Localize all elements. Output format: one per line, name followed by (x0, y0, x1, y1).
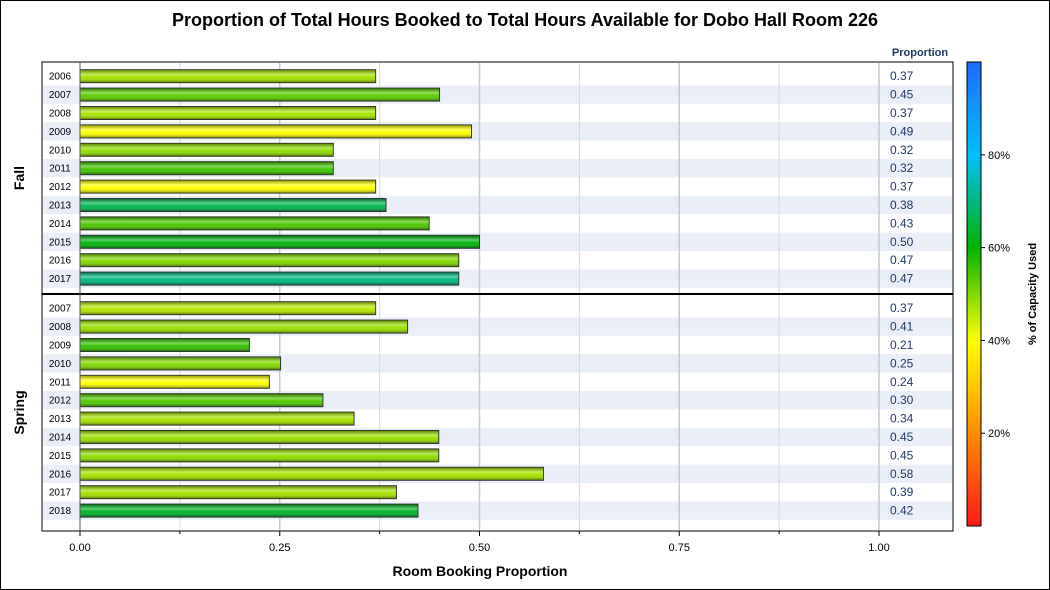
colorbar-tick-label: 80% (988, 150, 1010, 162)
value-label: 0.37 (890, 180, 914, 194)
bar-shading (80, 302, 376, 315)
value-label: 0.49 (890, 124, 914, 138)
bar-shading (80, 272, 459, 285)
bar-shading (80, 70, 376, 83)
plot-border (41, 61, 954, 532)
category-label: 2010 (49, 359, 72, 370)
bar-shading (80, 449, 439, 462)
bar-shading (80, 143, 333, 156)
bar-shading (80, 162, 333, 175)
value-label: 0.47 (890, 272, 914, 286)
value-column-header: Proportion (892, 47, 948, 59)
value-label: 0.34 (890, 412, 914, 426)
value-label: 0.47 (890, 253, 914, 267)
bar-shading (80, 486, 396, 499)
value-label: 0.37 (890, 301, 914, 315)
bar-shading (80, 199, 386, 211)
bar-shading (80, 107, 376, 119)
bar-shading (80, 394, 323, 407)
category-label: 2016 (49, 469, 72, 480)
bar-shading (80, 88, 440, 101)
category-label: 2018 (49, 506, 72, 517)
category-label: 2011 (49, 164, 71, 175)
value-label: 0.37 (890, 69, 914, 83)
value-label: 0.21 (890, 338, 914, 352)
value-label: 0.32 (890, 161, 914, 175)
category-label: 2015 (49, 237, 72, 248)
bar-shading (80, 339, 249, 351)
value-label: 0.58 (890, 467, 914, 481)
category-label: 2013 (49, 201, 72, 212)
chart-title: Proportion of Total Hours Booked to Tota… (171, 10, 879, 30)
colorbar (966, 61, 982, 527)
value-label: 0.30 (890, 393, 914, 407)
bar-shading (80, 254, 459, 267)
value-label: 0.41 (890, 320, 914, 334)
x-tick-label: 0.00 (69, 542, 90, 554)
category-label: 2008 (49, 109, 72, 120)
colorbar-label: % of Capacity Used (1027, 243, 1039, 345)
bar-shading (80, 412, 354, 425)
category-label: 2012 (49, 396, 72, 407)
category-label: 2013 (49, 414, 72, 425)
category-label: 2010 (49, 145, 72, 156)
category-label: 2017 (49, 274, 72, 285)
value-label: 0.38 (890, 198, 914, 212)
colorbar-tick-label: 20% (988, 428, 1010, 440)
x-tick-label: 0.25 (269, 542, 290, 554)
value-label: 0.39 (890, 485, 914, 499)
bar-shading (80, 467, 543, 480)
bar-shading (80, 504, 418, 517)
value-label: 0.50 (890, 235, 914, 249)
bar-shading (80, 180, 376, 193)
value-label: 0.42 (890, 504, 914, 518)
category-label: 2008 (49, 322, 72, 333)
category-label: 2007 (49, 304, 72, 315)
bar-shading (80, 431, 439, 443)
x-tick-label: 0.75 (669, 542, 690, 554)
category-label: 2014 (49, 219, 72, 230)
value-label: 0.45 (890, 448, 914, 462)
value-label: 0.37 (890, 106, 914, 120)
category-label: 2011 (49, 377, 71, 388)
colorbar-tick-label: 60% (988, 243, 1010, 255)
category-label: 2014 (49, 433, 72, 444)
category-label: 2016 (49, 256, 72, 267)
category-label: 2012 (49, 182, 72, 193)
bar-shading (80, 217, 429, 230)
category-label: 2015 (49, 451, 72, 462)
value-label: 0.43 (890, 216, 914, 230)
bar-shading (80, 125, 472, 138)
value-label: 0.25 (890, 356, 914, 370)
colorbar-tick-label: 40% (988, 335, 1010, 347)
category-label: 2006 (49, 72, 72, 83)
category-label: 2009 (49, 127, 72, 138)
x-tick-label: 0.50 (469, 542, 490, 554)
bar-shading (80, 320, 408, 333)
value-label: 0.45 (890, 430, 914, 444)
bar-shading (80, 357, 281, 370)
panel-label: Fall (11, 166, 27, 190)
category-label: 2017 (49, 488, 72, 499)
value-label: 0.24 (890, 375, 914, 389)
x-tick-label: 1.00 (868, 542, 889, 554)
value-label: 0.32 (890, 143, 914, 157)
category-label: 2009 (49, 341, 72, 352)
bar-shading (80, 235, 479, 248)
panel-label: Spring (11, 390, 27, 434)
bar-shading (80, 375, 269, 388)
category-label: 2007 (49, 90, 72, 101)
value-label: 0.45 (890, 88, 914, 102)
x-axis-label: Room Booking Proportion (393, 563, 568, 579)
